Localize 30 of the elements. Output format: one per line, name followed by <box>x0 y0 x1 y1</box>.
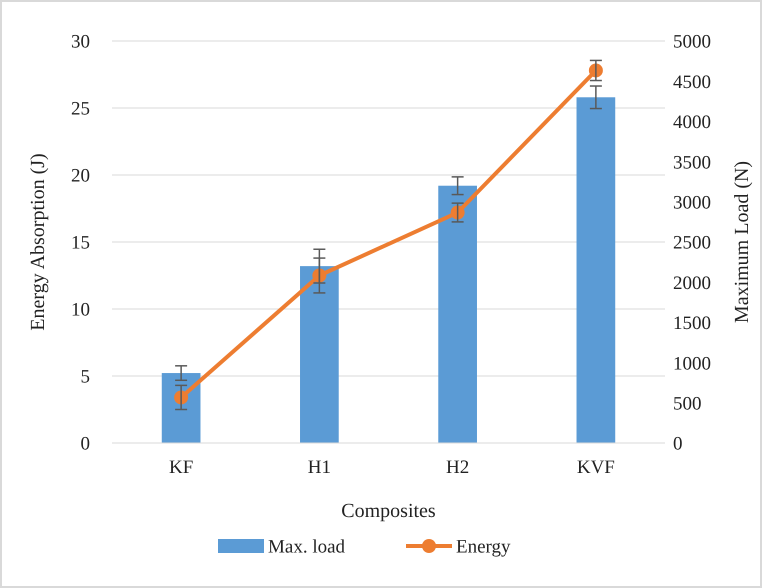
y2-tick-label: 4500 <box>673 72 711 93</box>
y-tick-label: 20 <box>71 166 90 187</box>
y2-tick-label: 3500 <box>673 152 711 174</box>
bar <box>576 97 616 443</box>
x-tick-label: H1 <box>308 457 331 478</box>
y2-tick-label: 4000 <box>673 112 711 134</box>
y-tick-label: 30 <box>71 32 90 53</box>
x-tick-label: H2 <box>446 457 470 478</box>
y-tick-label: 25 <box>71 98 90 120</box>
y-tick-label: 0 <box>80 434 90 455</box>
y-tick-label: 15 <box>71 232 90 254</box>
y2-tick-label: 2500 <box>673 232 711 254</box>
y-axis-title: Energy Absorption (J) <box>27 153 49 331</box>
y-tick-label: 5 <box>80 366 90 388</box>
bar <box>300 266 339 443</box>
legend-label: Max. load <box>268 536 346 558</box>
legend-label: Energy <box>456 536 512 558</box>
y-tick-label: 10 <box>71 300 90 321</box>
x-tick-label: KVF <box>576 457 615 478</box>
y2-tick-label: 1500 <box>673 313 711 334</box>
x-axis-title: Composites <box>341 500 436 522</box>
y2-tick-label: 2000 <box>673 272 711 294</box>
y2-axis-title: Maximum Load (N) <box>731 160 753 324</box>
bar <box>438 186 477 443</box>
y2-tick-label: 3000 <box>673 192 711 214</box>
y2-tick-label: 500 <box>673 393 702 414</box>
x-tick-label: KF <box>168 457 194 478</box>
y2-tick-label: 5000 <box>673 32 711 53</box>
y2-tick-label: 0 <box>673 434 682 455</box>
y2-tick-label: 1000 <box>673 353 711 374</box>
